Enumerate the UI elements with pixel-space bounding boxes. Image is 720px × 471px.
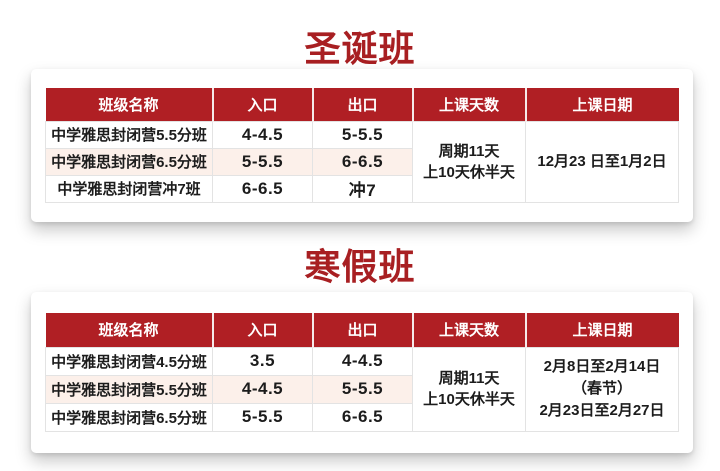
class-name-cell: 中学雅思封闭营6.5分班: [45, 147, 213, 176]
col-header-class-name: 班级名称: [45, 313, 214, 347]
exit-level-cell: 5-5.5: [312, 120, 413, 149]
exit-level-cell: 6-6.5: [312, 147, 413, 176]
table-header: 班级名称 入口 出口 上课天数 上课日期: [45, 88, 679, 121]
days-line: 上10天休半天: [423, 391, 515, 408]
days-line: 上10天休半天: [423, 163, 515, 181]
col-header-entry-level: 入口: [212, 313, 314, 347]
date-line: 12月23 日至1月2日: [537, 152, 667, 170]
exit-level-cell: 6-6.5: [312, 402, 413, 432]
class-days-cell: 周期11天 上10天休半天: [412, 346, 526, 432]
table-row: 中学雅思封闭营6.5分班 5-5.5 6-6.5: [45, 402, 679, 432]
christmas-section-title: 圣诞班: [304, 28, 416, 69]
winter-section-title: 寒假班: [304, 246, 416, 287]
class-dates-cell: 12月23 日至1月2日: [525, 120, 679, 203]
table-row: 中学雅思封闭营4.5分班 3.5 4-4.5 周期11天 上10天休半天 2月8…: [45, 346, 679, 432]
col-header-entry-level: 入口: [212, 88, 314, 121]
table-row: 中学雅思封闭营冲7班 6-6.5 冲7: [45, 174, 679, 203]
winter-schedule-table: 班级名称 入口 出口 上课天数 上课日期 中学雅思封闭营4.5分班 3.5 4-…: [45, 313, 679, 432]
entry-level-cell: 6-6.5: [212, 174, 313, 203]
exit-level-cell: 冲7: [312, 174, 413, 203]
entry-level-cell: 5-5.5: [212, 402, 313, 432]
class-name-cell: 中学雅思封闭营6.5分班: [45, 402, 213, 432]
col-header-class-days: 上课天数: [412, 313, 527, 347]
table-row: 中学雅思封闭营5.5分班 4-4.5 5-5.5: [45, 374, 679, 404]
exit-level-cell: 4-4.5: [312, 346, 413, 376]
class-name-cell: 中学雅思封闭营5.5分班: [45, 374, 213, 404]
col-header-class-dates: 上课日期: [525, 88, 679, 121]
christmas-schedule-card: 班级名称 入口 出口 上课天数 上课日期 中学雅思封闭营5.5分班 4-4.5 …: [31, 69, 693, 222]
class-name-cell: 中学雅思封闭营5.5分班: [45, 120, 213, 149]
entry-level-cell: 3.5: [212, 346, 313, 376]
table-row: 中学雅思封闭营6.5分班 5-5.5 6-6.5: [45, 147, 679, 176]
col-header-exit-level: 出口: [312, 88, 414, 121]
date-line: 2月8日至2月14日: [543, 358, 661, 375]
col-header-class-dates: 上课日期: [525, 313, 679, 347]
date-line: 2月23日至2月27日: [539, 402, 665, 419]
days-line: 周期11天: [438, 142, 500, 160]
col-header-class-name: 班级名称: [45, 88, 214, 121]
class-dates-cell: 2月8日至2月14日 （春节） 2月23日至2月27日: [525, 346, 679, 432]
days-line: 周期11天: [438, 370, 500, 387]
entry-level-cell: 4-4.5: [212, 120, 313, 149]
date-line: （春节）: [571, 380, 632, 397]
table-header: 班级名称 入口 出口 上课天数 上课日期: [45, 313, 679, 347]
entry-level-cell: 4-4.5: [212, 374, 313, 404]
exit-level-cell: 5-5.5: [312, 374, 413, 404]
class-name-cell: 中学雅思封闭营冲7班: [45, 174, 213, 203]
col-header-exit-level: 出口: [312, 313, 414, 347]
christmas-schedule-table: 班级名称 入口 出口 上课天数 上课日期 中学雅思封闭营5.5分班 4-4.5 …: [45, 88, 679, 203]
class-name-cell: 中学雅思封闭营4.5分班: [45, 346, 213, 376]
class-days-cell: 周期11天 上10天休半天: [412, 120, 526, 203]
col-header-class-days: 上课天数: [412, 88, 527, 121]
entry-level-cell: 5-5.5: [212, 147, 313, 176]
winter-schedule-card: 班级名称 入口 出口 上课天数 上课日期 中学雅思封闭营4.5分班 3.5 4-…: [31, 292, 693, 453]
table-row: 中学雅思封闭营5.5分班 4-4.5 5-5.5 周期11天 上10天休半天 1…: [45, 120, 679, 203]
